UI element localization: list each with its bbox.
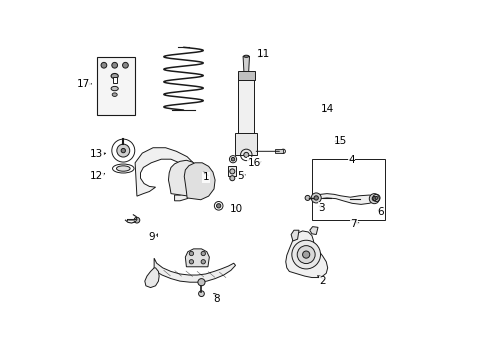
Polygon shape [309,226,317,234]
Circle shape [122,62,128,68]
Circle shape [368,194,379,204]
Circle shape [229,176,234,181]
Text: 10: 10 [229,204,243,214]
Circle shape [121,148,125,153]
Circle shape [201,260,205,264]
Circle shape [189,251,193,256]
Polygon shape [168,160,201,196]
Text: 8: 8 [213,294,220,304]
Circle shape [231,157,234,161]
Circle shape [313,196,318,200]
Circle shape [189,260,193,264]
Circle shape [198,279,204,286]
Polygon shape [135,148,199,201]
Text: 3: 3 [318,203,324,213]
Polygon shape [285,231,327,278]
Polygon shape [184,163,215,200]
Circle shape [112,62,117,68]
Polygon shape [237,71,254,80]
Polygon shape [235,134,257,155]
Text: 16: 16 [247,158,261,168]
Circle shape [291,240,320,269]
Polygon shape [238,76,254,137]
Text: 1: 1 [203,172,209,182]
Text: 12: 12 [90,171,103,181]
Circle shape [302,251,309,258]
Text: 14: 14 [320,104,333,114]
Ellipse shape [112,93,117,96]
Bar [97,57,135,115]
Circle shape [310,193,321,203]
Circle shape [305,195,309,201]
Circle shape [117,144,129,157]
Polygon shape [290,230,298,241]
Circle shape [297,246,314,264]
Text: 11: 11 [256,49,269,59]
Polygon shape [243,56,249,76]
Ellipse shape [111,86,118,91]
Circle shape [374,197,377,199]
Bar [112,77,117,83]
Text: 13: 13 [90,149,103,159]
Ellipse shape [116,166,130,171]
Ellipse shape [244,55,248,57]
Text: 15: 15 [333,136,346,146]
Circle shape [371,197,376,201]
Ellipse shape [111,73,118,78]
Polygon shape [274,149,283,153]
Circle shape [198,291,204,297]
Polygon shape [314,194,376,204]
Text: 4: 4 [347,155,354,165]
Bar [311,159,384,220]
Text: 2: 2 [319,276,325,286]
Circle shape [244,152,248,157]
Circle shape [201,251,205,256]
Polygon shape [144,268,159,288]
Circle shape [216,204,221,208]
Text: 7: 7 [350,219,356,229]
Circle shape [229,169,234,174]
Text: 17: 17 [77,79,90,89]
Circle shape [101,62,106,68]
Polygon shape [154,258,235,282]
Polygon shape [185,249,209,267]
Text: 5: 5 [237,171,244,181]
Text: 6: 6 [377,207,383,217]
Circle shape [134,217,140,223]
Text: 9: 9 [148,232,155,242]
Bar [228,166,236,176]
